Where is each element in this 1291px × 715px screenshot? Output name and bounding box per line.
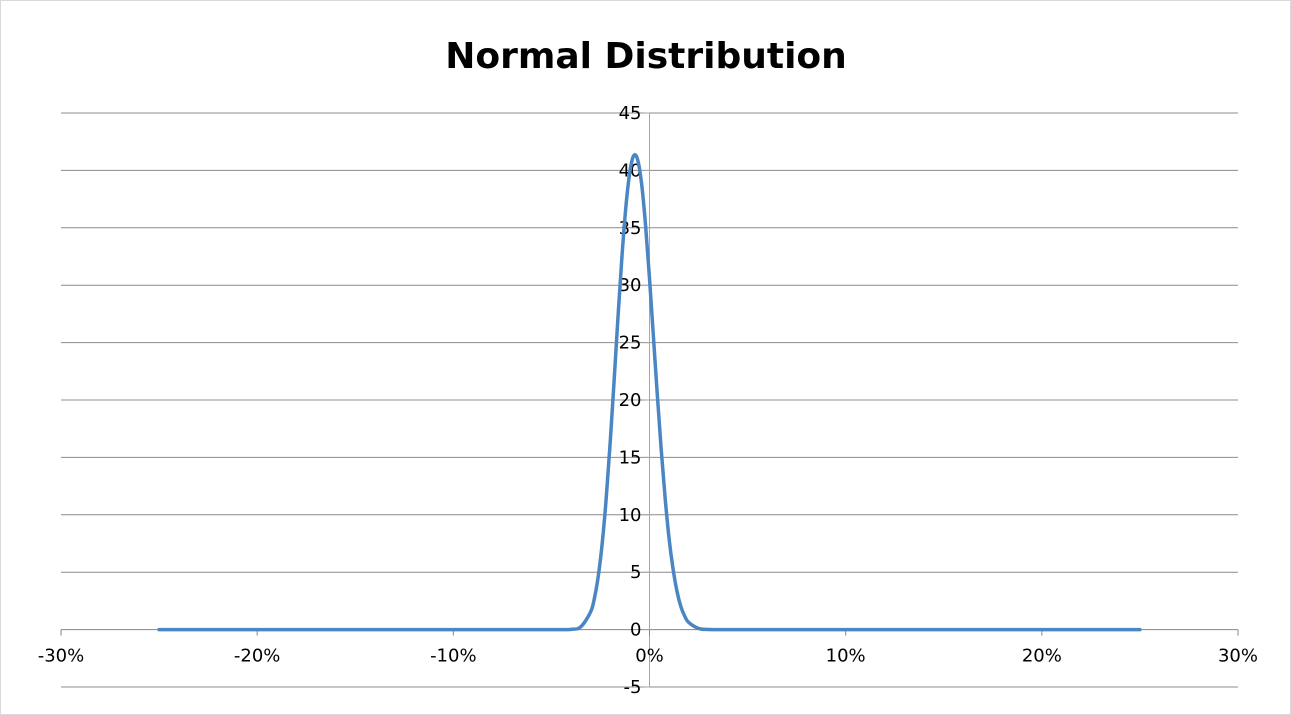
y-tick-label-2: 5 bbox=[630, 562, 641, 583]
y-tick-label-4: 15 bbox=[619, 447, 642, 468]
series-group bbox=[157, 153, 1142, 632]
y-tick-label-5: 20 bbox=[619, 390, 642, 411]
x-tick-label-0: -30% bbox=[38, 646, 85, 667]
x-tick-label-4: 10% bbox=[826, 646, 866, 667]
x-tick-label-5: 20% bbox=[1022, 646, 1062, 667]
y-tick-label-0: -5 bbox=[624, 677, 642, 698]
y-tick-label-1: 0 bbox=[630, 620, 641, 641]
y-tick-label-3: 10 bbox=[619, 505, 642, 526]
x-tick-label-1: -20% bbox=[234, 646, 281, 667]
x-tick-label-3: 0% bbox=[635, 646, 664, 667]
x-tick-label-6: 30% bbox=[1218, 646, 1258, 667]
y-tick-label-10: 45 bbox=[619, 103, 642, 124]
series-line-0 bbox=[157, 153, 1142, 632]
chart-title: Normal Distribution bbox=[445, 36, 847, 77]
x-axis-tick-labels: -30% -20% -10% 0% 10% 20% 30% bbox=[38, 646, 1258, 667]
y-tick-label-6: 25 bbox=[619, 333, 642, 354]
x-tick-label-2: -10% bbox=[430, 646, 477, 667]
y-tick-label-7: 30 bbox=[619, 275, 642, 296]
